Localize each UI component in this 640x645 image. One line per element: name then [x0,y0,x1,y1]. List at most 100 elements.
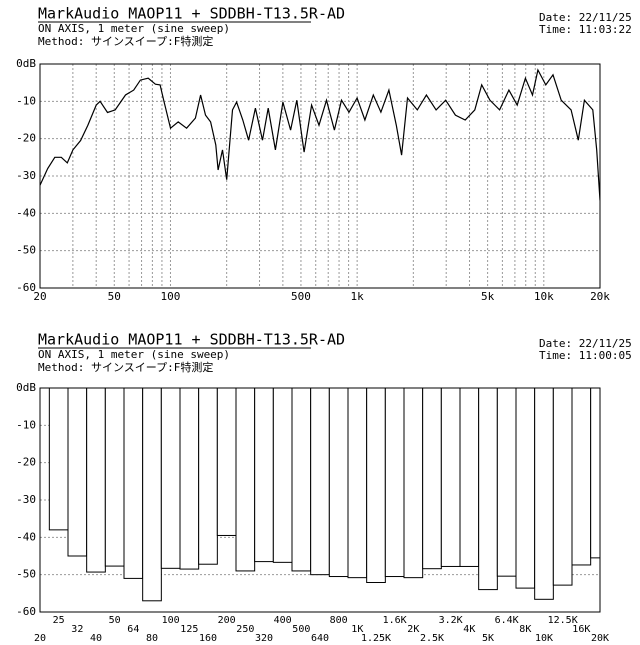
y-tick-label: 0dB [16,57,36,70]
x-tick-label: 500 [292,624,310,635]
y-tick-label: -30 [16,169,36,182]
bar [48,388,69,531]
x-tick-label: 160 [199,633,217,644]
date: Date: 22/11/25 [539,337,632,350]
time: Time: 11:00:05 [539,349,632,362]
bar [328,388,349,578]
subtitle: ON AXIS, 1 meter (sine sweep) [38,348,230,361]
bar [384,388,405,578]
y-tick-label: 0dB [16,381,36,394]
chart-title: MarkAudio MAOP11 + SDDBH-T13.5R-AD [38,5,345,23]
x-tick-label: 200 [218,615,236,626]
x-tick-label: 8K [519,624,531,635]
bar [179,388,200,570]
bar [104,388,125,567]
y-tick-label: -40 [16,206,36,219]
x-tick-label: 1.6K [383,615,407,626]
time: Time: 11:03:22 [539,23,632,36]
x-tick-label: 2.5K [420,633,444,644]
bar [366,388,386,584]
bar [235,388,256,572]
x-tick-label: 12.5K [548,615,578,626]
x-tick-label: 10K [535,633,553,644]
bar [422,388,442,570]
x-tick-label: 800 [330,615,348,626]
date: Date: 22/11/25 [539,11,632,24]
bar [552,388,573,586]
x-tick-label: 20 [34,633,46,644]
x-tick-label: 5K [482,633,494,644]
y-tick-label: -30 [16,493,36,506]
x-tick-label: 100 [162,615,180,626]
bar [459,388,480,567]
bar [160,388,181,569]
x-tick-label: 20K [591,633,609,644]
x-tick-label: 1.25K [361,633,391,644]
bar [571,388,592,566]
y-tick-label: -20 [16,456,36,469]
y-tick-label: -10 [16,418,36,431]
plot-frame [39,387,601,613]
x-tick-label: 20 [33,290,46,303]
y-tick-label: -60 [16,605,36,618]
bar [198,388,218,565]
plot-frame [39,63,601,289]
bar [534,388,554,600]
x-tick-label: 100 [161,290,181,303]
x-tick-label: 16K [572,624,590,635]
x-tick-label: 6.4K [495,615,519,626]
y-tick-label: -60 [16,281,36,294]
bar [272,388,293,563]
x-tick-label: 640 [311,633,329,644]
x-tick-label: 25 [53,615,65,626]
bar [310,388,330,576]
x-tick-label: 50 [109,615,121,626]
subtitle: Method: サインスイープ:F特測定 [38,360,213,374]
bar [86,388,106,573]
x-tick-label: 3.2K [439,615,463,626]
x-tick-label: 125 [180,624,198,635]
bar [142,388,162,602]
bar [478,388,498,591]
x-tick-label: 5k [481,290,495,303]
x-tick-label: 80 [146,633,158,644]
bar [440,388,461,567]
bar [291,388,312,572]
x-tick-label: 1k [351,290,365,303]
subtitle: Method: サインスイープ:F特測定 [38,34,213,48]
bar [590,388,600,559]
bar [254,388,274,563]
x-tick-label: 20k [590,290,610,303]
bar [403,388,424,579]
bar [496,388,517,577]
bar [123,388,144,579]
y-tick-label: -40 [16,530,36,543]
bar [515,388,536,589]
x-tick-label: 10k [534,290,554,303]
x-tick-label: 250 [236,624,254,635]
chart-title: MarkAudio MAOP11 + SDDBH-T13.5R-AD [38,331,345,349]
x-tick-label: 4K [463,624,475,635]
y-tick-label: -50 [16,244,36,257]
y-tick-label: -50 [16,568,36,581]
y-tick-label: -20 [16,132,36,145]
x-tick-label: 32 [71,624,83,635]
x-tick-label: 320 [255,633,273,644]
bar [67,388,88,557]
subtitle: ON AXIS, 1 meter (sine sweep) [38,22,230,35]
bar [347,388,368,579]
x-tick-label: 500 [291,290,311,303]
x-tick-label: 50 [108,290,121,303]
bar [216,388,237,536]
x-tick-label: 2K [407,624,419,635]
y-tick-label: -10 [16,94,36,107]
x-tick-label: 1K [351,624,363,635]
response-line [40,68,600,201]
x-tick-label: 400 [274,615,292,626]
x-tick-label: 64 [127,624,139,635]
x-tick-label: 40 [90,633,102,644]
bars [48,388,600,602]
